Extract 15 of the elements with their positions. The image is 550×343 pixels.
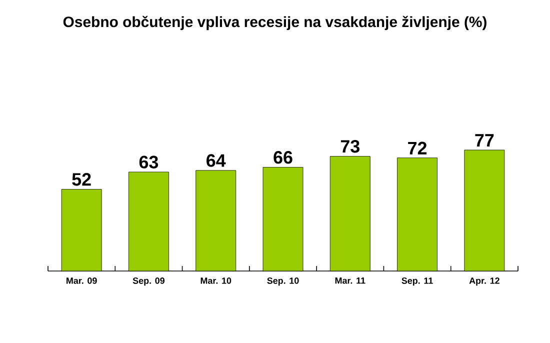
data-label: 66 (274, 151, 292, 164)
x-tick-label: Sep. 11 (402, 278, 433, 286)
x-tick-label: Sep. 09 (132, 278, 164, 286)
x-tick-label: Mar. 10 (200, 278, 232, 284)
data-label: 77 (475, 134, 494, 146)
x-tick-label: Mar. 11 (335, 278, 366, 284)
data-label: 63 (139, 156, 158, 168)
chart-title: Osebno občutenje vpliva recesije na vsakdanje življenje (%) (63, 16, 486, 30)
x-tick-label: Sep. 10 (267, 278, 299, 286)
data-label: 72 (408, 142, 427, 154)
data-label: 52 (72, 173, 91, 186)
x-tick-label: Apr. 12 (469, 278, 500, 286)
data-label: 64 (206, 154, 226, 167)
x-tick-label: Mar. 09 (66, 278, 97, 284)
data-label: 73 (340, 140, 360, 153)
